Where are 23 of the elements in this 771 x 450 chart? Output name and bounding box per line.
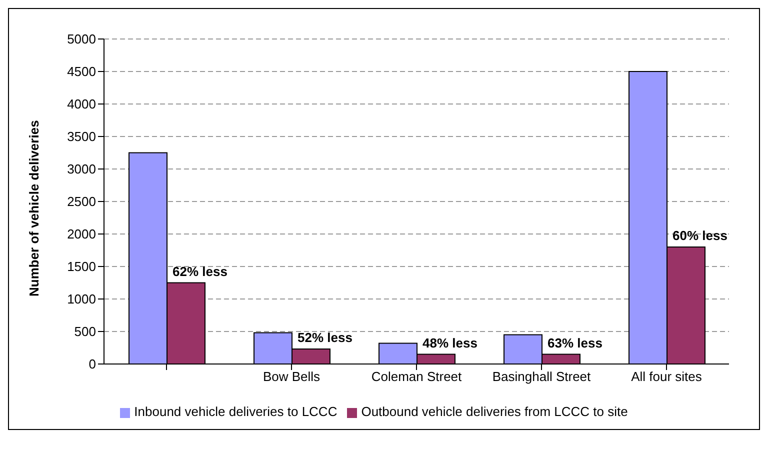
x-tick-label: Basinghall Street: [492, 369, 592, 384]
annotation: 62% less: [172, 264, 228, 279]
y-tick-label: 4500: [67, 64, 96, 80]
y-tick-label: 3000: [67, 162, 96, 177]
y-tick-label: 5000: [67, 32, 96, 47]
legend-label: Outbound vehicle deliveries from LCCC to site: [361, 404, 628, 419]
y-tick-label: 2500: [67, 194, 96, 210]
y-tick-label: 3500: [67, 129, 96, 144]
y-axis-title: Number of vehicle deliveries: [26, 120, 42, 296]
legend-label: Inbound vehicle deliveries to LCCC: [134, 404, 338, 419]
y-tick-label: 2000: [67, 226, 96, 242]
x-tick-label: All four sites: [631, 369, 702, 384]
annotation: 63% less: [548, 335, 602, 350]
y-tick-label: 4000: [67, 96, 96, 112]
annotation: 60% less: [672, 228, 728, 243]
annotation: 52% less: [298, 330, 352, 346]
y-tick-label: 1500: [67, 259, 96, 274]
y-tick-label: 500: [74, 324, 96, 340]
y-tick-label: 1000: [67, 292, 96, 307]
x-tick-label: Coleman Street: [371, 369, 462, 384]
x-tick-label: Bow Bells: [262, 369, 321, 384]
annotation: 48% less: [422, 335, 478, 350]
y-tick-label: 0: [88, 356, 96, 372]
